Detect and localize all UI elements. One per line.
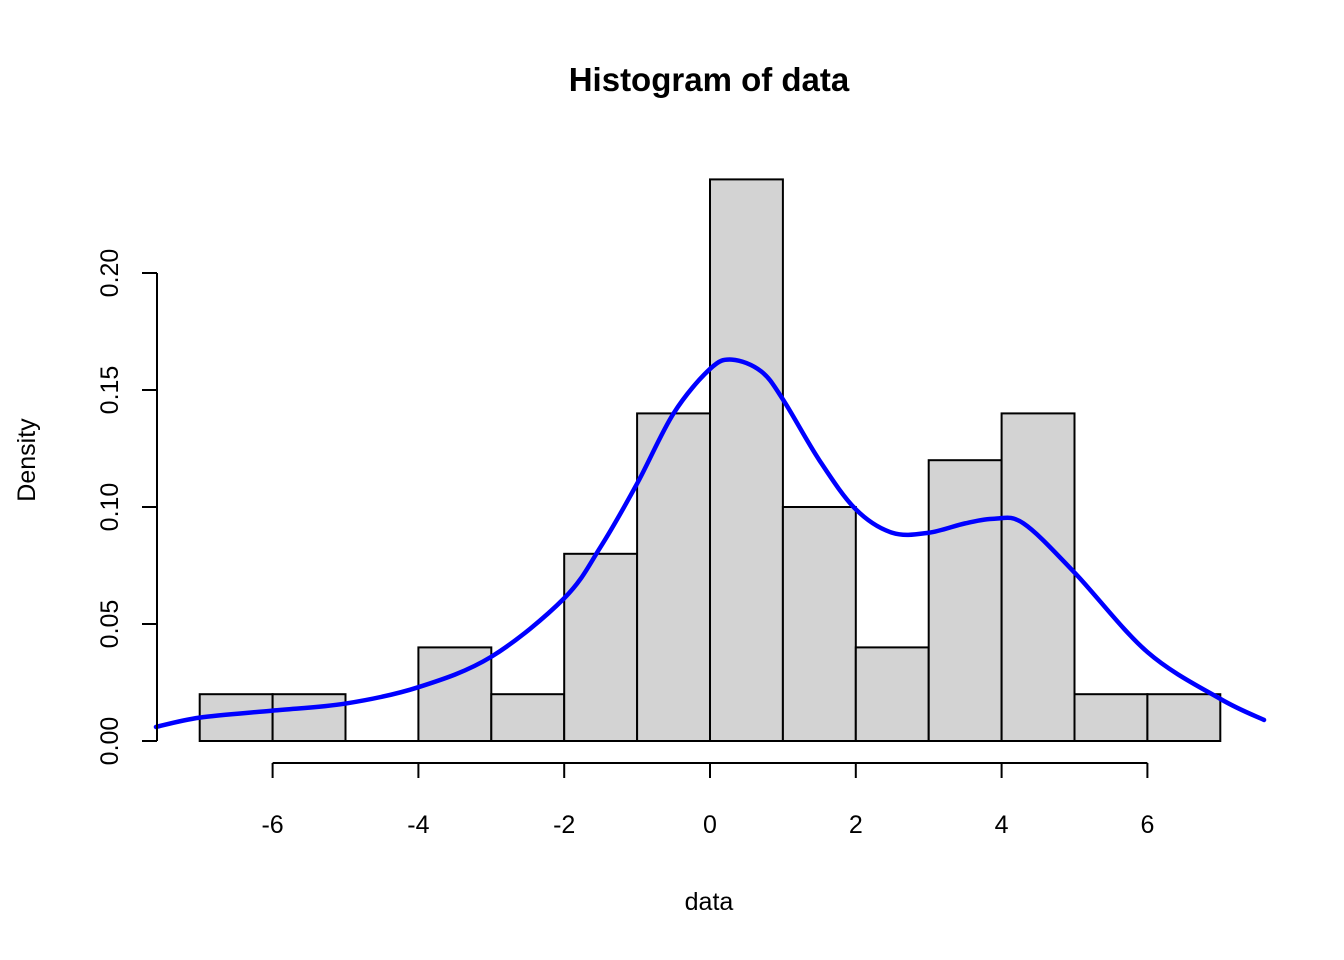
x-tick-label: -6 — [261, 811, 283, 839]
x-axis: -6 -4 -2 0 2 4 6 — [261, 762, 1154, 839]
x-tick-label: -4 — [407, 811, 429, 839]
x-axis-label: data — [685, 888, 734, 916]
histogram-bar — [1073, 693, 1149, 743]
x-tick-label: 6 — [1140, 811, 1154, 839]
y-axis: 0.00 0.05 0.10 0.15 0.20 — [96, 249, 158, 766]
histogram-bar — [709, 178, 784, 742]
histogram-bar — [781, 506, 857, 742]
y-tick-label: 0.10 — [96, 483, 124, 532]
density-curve — [153, 357, 1267, 730]
x-tick-label: -2 — [553, 811, 575, 839]
histogram-bar — [854, 646, 930, 743]
y-tick-label: 0.15 — [96, 366, 124, 415]
y-tick-label: 0.00 — [96, 717, 124, 766]
y-tick-label: 0.05 — [96, 600, 124, 649]
histogram-bar — [271, 693, 347, 743]
y-axis-label: Density — [13, 418, 41, 502]
x-tick-label: 4 — [995, 811, 1009, 839]
histogram-bars — [198, 178, 1222, 743]
histogram-bar — [490, 693, 566, 743]
histogram-bar — [563, 552, 639, 742]
x-tick-label: 0 — [703, 811, 717, 839]
chart-title: Histogram of data — [569, 61, 850, 98]
y-tick-label: 0.20 — [96, 249, 124, 298]
histogram-bar — [927, 459, 1003, 742]
x-tick-label: 2 — [849, 811, 863, 839]
histogram-bar — [1146, 693, 1222, 743]
histogram-bar — [1000, 412, 1076, 742]
